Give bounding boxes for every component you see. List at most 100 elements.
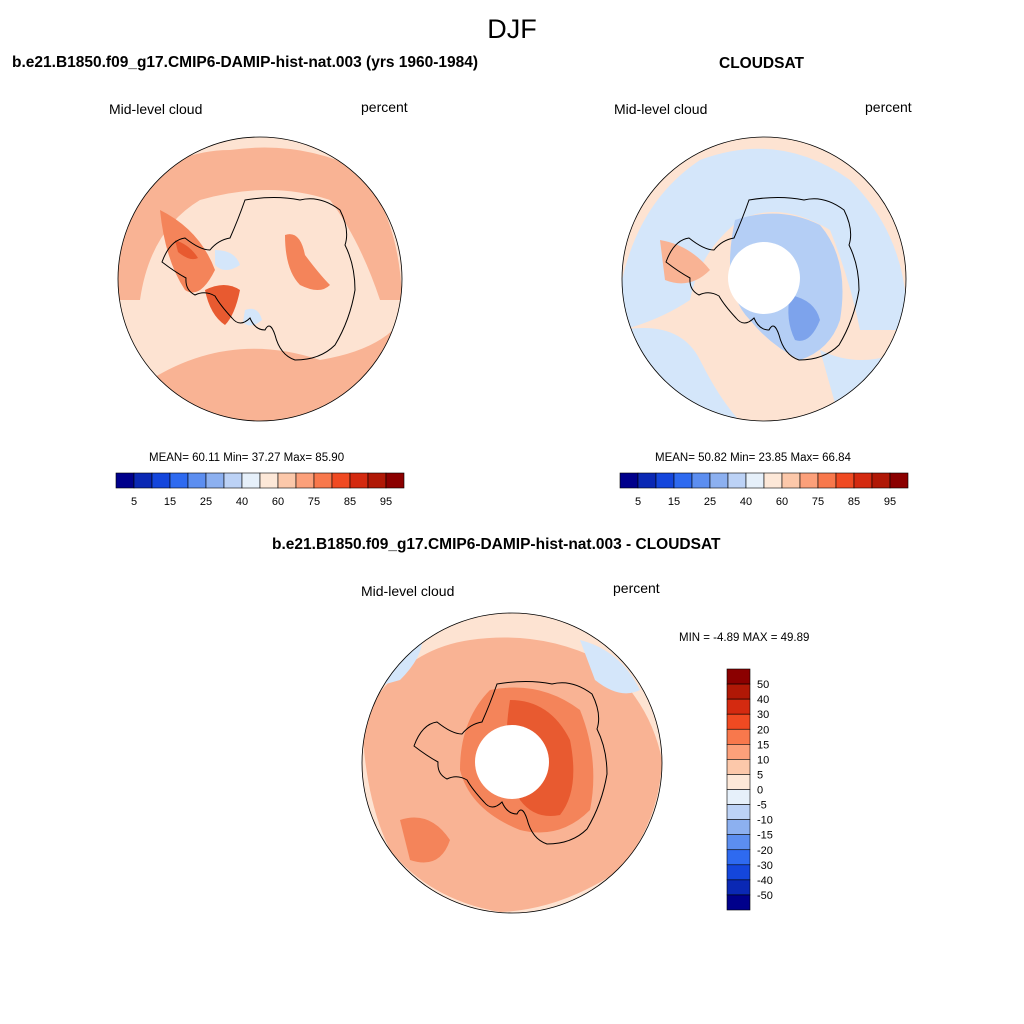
- panel2-title: CLOUDSAT: [719, 55, 804, 72]
- panel2-colorbar-tick-label: 95: [884, 496, 896, 508]
- panel3-colorbar-tick-label: -10: [757, 815, 773, 827]
- panel1-colorbar-swatch: [259, 472, 279, 489]
- panel1-colorbar-tick-label: 15: [164, 496, 176, 508]
- panel3-colorbar-swatch: [726, 698, 751, 715]
- panel1-colorbar-tick-label: 25: [200, 496, 212, 508]
- panel3-colorbar-swatch: [726, 864, 751, 881]
- panel2-missing-data-hole: [728, 242, 800, 314]
- panel3-colorbar-swatch: [726, 759, 751, 775]
- panel1-colorbar-tick-label: 60: [272, 496, 284, 508]
- panel3-colorbar-tick-label: -50: [757, 890, 773, 902]
- panel1-colorbar-swatch: [223, 472, 243, 489]
- panel1-colorbar-tick-label: 40: [236, 496, 248, 508]
- panel2-colorbar-swatch: [871, 472, 891, 489]
- panel1-title: b.e21.B1850.f09_g17.CMIP6-DAMIP-hist-nat…: [12, 54, 479, 71]
- panel3-stats: MIN = -4.89 MAX = 49.89: [679, 632, 810, 644]
- panel3-colorbar-swatch: [726, 894, 751, 911]
- panel1-colorbar-swatch: [331, 472, 351, 489]
- panel2-colorbar-tick-label: 15: [668, 496, 680, 508]
- panel2-colorbar-swatch: [835, 472, 855, 489]
- panel2-colorbar-swatch: [727, 472, 747, 489]
- panel2-colorbar-swatch: [637, 472, 657, 489]
- panel2-colorbar-swatch: [889, 472, 909, 489]
- panel3-colorbar-swatch: [726, 789, 751, 805]
- panel2-colorbar-tick-label: 5: [635, 496, 641, 508]
- panel2-polar-map: [621, 136, 907, 422]
- panel3-colorbar-tick-label: -30: [757, 860, 773, 872]
- panel1-colorbar-swatch: [313, 472, 333, 489]
- panel3-polar-map: [361, 612, 663, 914]
- panel1-colorbar-swatch: [349, 472, 369, 489]
- panel2-colorbar-tick-label: 85: [848, 496, 860, 508]
- panel2-colorbar-swatch: [799, 472, 819, 489]
- panel3-colorbar-swatch: [726, 834, 751, 851]
- panel2-colorbar-tick-label: 75: [812, 496, 824, 508]
- panel2-stats: MEAN= 50.82 Min= 23.85 Max= 66.84: [655, 452, 851, 464]
- panel1-colorbar-tick-label: 95: [380, 496, 392, 508]
- panel3-colorbar-swatch: [726, 819, 751, 835]
- panel1-stats: MEAN= 60.11 Min= 37.27 Max= 85.90: [149, 452, 345, 464]
- panel2-colorbar-swatch: [853, 472, 873, 489]
- panel3-colorbar-tick-label: -5: [757, 800, 767, 812]
- panel1-colorbar-swatch: [205, 472, 225, 489]
- panel2-colorbar-swatch: [709, 472, 729, 489]
- panel1-colorbar-swatch: [367, 472, 387, 489]
- panel1-units-label: percent: [361, 99, 408, 115]
- panel1-colorbar-tick-label: 85: [344, 496, 356, 508]
- panel3-colorbar-tick-label: -15: [757, 830, 773, 842]
- panel3-colorbar-tick-label: 0: [757, 785, 763, 797]
- panel1-colorbar-tick-label: 5: [131, 496, 137, 508]
- panel3-colorbar-tick-label: 10: [757, 754, 769, 766]
- panel2-colorbar-swatch: [763, 472, 783, 489]
- panel3-variable-label: Mid-level cloud: [361, 583, 455, 599]
- panel2-colorbar-swatch: [619, 472, 639, 489]
- panel3-colorbar-tick-label: 30: [757, 709, 769, 721]
- panel3-colorbar-swatch: [726, 683, 751, 700]
- panel3-colorbar-swatch: [726, 744, 751, 760]
- panel1-polar-map: [117, 136, 403, 422]
- panel1-colorbar: 5 15 25 40 60 75 85 95: [115, 472, 405, 508]
- panel2-colorbar-swatch: [745, 472, 765, 489]
- panel2-colorbar-swatch: [673, 472, 693, 489]
- panel3-colorbar-tick-label: -20: [757, 845, 773, 857]
- panel3-colorbar-swatch: [726, 804, 751, 820]
- panel2-colorbar-tick-label: 60: [776, 496, 788, 508]
- panel3-colorbar-swatch: [726, 879, 751, 896]
- panel2-colorbar-swatch: [655, 472, 675, 489]
- panel3-colorbar-swatch: [726, 849, 751, 866]
- panel1-colorbar-swatch: [133, 472, 153, 489]
- panel1-colorbar-swatch: [295, 472, 315, 489]
- panel1-variable-label: Mid-level cloud: [109, 101, 203, 117]
- panel3-title: b.e21.B1850.f09_g17.CMIP6-DAMIP-hist-nat…: [272, 536, 721, 553]
- panel3-colorbar-tick-label: -40: [757, 875, 773, 887]
- panel3-colorbar-tick-label: 20: [757, 724, 769, 736]
- panel1-colorbar-swatch: [151, 472, 171, 489]
- panel2-colorbar-tick-label: 25: [704, 496, 716, 508]
- panel3-colorbar-tick-label: 5: [757, 769, 763, 781]
- panel1-colorbar-swatch: [277, 472, 297, 489]
- panel3-missing-data-hole: [475, 725, 549, 799]
- panel3-colorbar-swatch: [726, 774, 751, 790]
- panel3-units-label: percent: [613, 580, 660, 596]
- panel2-variable-label: Mid-level cloud: [614, 101, 708, 117]
- season-title: DJF: [487, 14, 537, 44]
- panel2-units-label: percent: [865, 99, 912, 115]
- panel1-colorbar-swatch: [385, 472, 405, 489]
- panel2-colorbar-swatch: [817, 472, 837, 489]
- panel3-colorbar-tick-label: 15: [757, 739, 769, 751]
- panel3-colorbar-swatch: [726, 668, 751, 685]
- panel1-colorbar-swatch: [241, 472, 261, 489]
- panel1-colorbar-swatch: [187, 472, 207, 489]
- panel3-colorbar-swatch: [726, 713, 751, 730]
- panel1-colorbar-swatch: [115, 472, 135, 489]
- panel3-colorbar-tick-label: 50: [757, 679, 769, 691]
- panel2-colorbar-tick-label: 40: [740, 496, 752, 508]
- panel2-colorbar-swatch: [781, 472, 801, 489]
- panel1-colorbar-swatch: [169, 472, 189, 489]
- panel1-colorbar-tick-label: 75: [308, 496, 320, 508]
- panel3-colorbar-tick-label: 40: [757, 694, 769, 706]
- panel2-colorbar-swatch: [691, 472, 711, 489]
- panel3-colorbar-swatch: [726, 728, 751, 745]
